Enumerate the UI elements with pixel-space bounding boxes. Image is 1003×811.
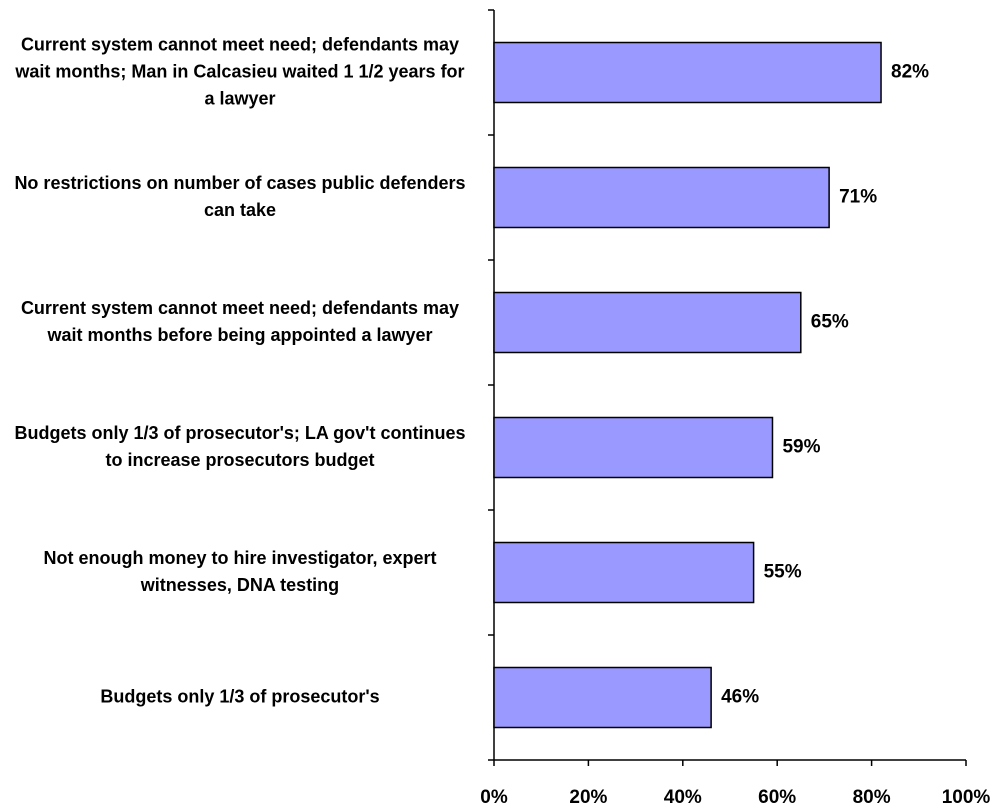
x-tick-label: 20% bbox=[569, 787, 607, 808]
value-label: 46% bbox=[721, 687, 759, 708]
category-label: Not enough money to hire investigator, e… bbox=[43, 548, 436, 595]
category-line: Budgets only 1/3 of prosecutor's bbox=[100, 686, 379, 706]
category-line: to increase prosecutors budget bbox=[105, 450, 374, 470]
category-line: Budgets only 1/3 of prosecutor's; LA gov… bbox=[15, 423, 466, 443]
value-label: 65% bbox=[811, 312, 849, 333]
value-label: 71% bbox=[839, 187, 877, 208]
category-line: wait months before being appointed a law… bbox=[46, 325, 432, 345]
bar bbox=[493, 666, 712, 729]
category-line: Current system cannot meet need; defenda… bbox=[21, 298, 459, 318]
bar bbox=[493, 416, 774, 479]
bar bbox=[493, 291, 802, 354]
category-line: wait months; Man in Calcasieu waited 1 1… bbox=[14, 61, 464, 81]
category-line: a lawyer bbox=[204, 88, 275, 108]
category-line: can take bbox=[204, 200, 276, 220]
x-tick-label: 0% bbox=[480, 787, 508, 808]
category-label: Budgets only 1/3 of prosecutor's bbox=[100, 686, 379, 706]
category-line: No restrictions on number of cases publi… bbox=[14, 173, 465, 193]
category-line: witnesses, DNA testing bbox=[140, 575, 339, 595]
category-label: Current system cannot meet need; defenda… bbox=[21, 298, 459, 345]
x-tick-label: 40% bbox=[664, 787, 702, 808]
bar bbox=[493, 41, 882, 104]
value-label: 59% bbox=[782, 437, 820, 458]
x-tick-label: 100% bbox=[942, 787, 991, 808]
category-line: Current system cannot meet need; defenda… bbox=[21, 34, 459, 54]
bar bbox=[493, 166, 830, 229]
bar bbox=[493, 541, 755, 604]
x-tick-label: 60% bbox=[758, 787, 796, 808]
value-label: 82% bbox=[891, 62, 929, 83]
category-label: Budgets only 1/3 of prosecutor's; LA gov… bbox=[15, 423, 466, 470]
category-label: Current system cannot meet need; defenda… bbox=[14, 34, 464, 108]
category-label: No restrictions on number of cases publi… bbox=[14, 173, 465, 220]
category-line: Not enough money to hire investigator, e… bbox=[43, 548, 436, 568]
value-label: 55% bbox=[764, 562, 802, 583]
x-tick-label: 80% bbox=[853, 787, 891, 808]
